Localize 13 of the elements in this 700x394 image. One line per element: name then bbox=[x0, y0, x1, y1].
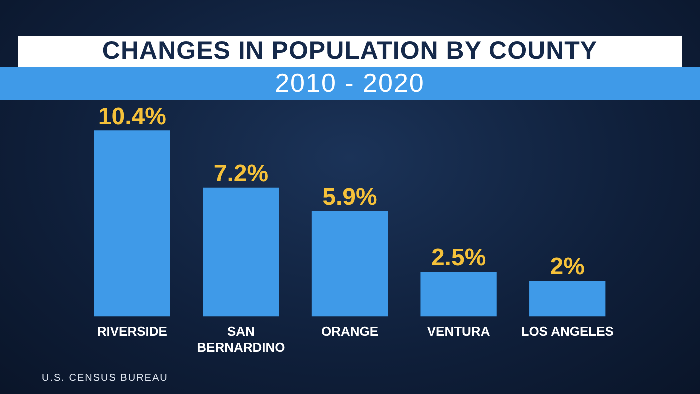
x-tick-label: LOS ANGELES bbox=[521, 324, 614, 340]
text: U.S. CENSUS BUREAU bbox=[42, 373, 168, 384]
x-tick-label: ORANGE bbox=[321, 324, 379, 340]
x-tick-label: RIVERSIDE bbox=[97, 324, 168, 340]
x-tick-label: SAN BERNARDINO bbox=[197, 324, 286, 355]
chart-title: CHANGES IN POPULATION BY COUNTY bbox=[18, 36, 682, 67]
data-label: 7.2% bbox=[214, 160, 269, 188]
data-label: 2.5% bbox=[431, 244, 486, 272]
chart-subtitle: 2010 - 2020 bbox=[0, 67, 700, 100]
data-label: 2% bbox=[550, 254, 585, 281]
data-label: 5.9% bbox=[322, 184, 378, 211]
data-label: 10.4% bbox=[98, 103, 166, 130]
x-tick-label: VENTURA bbox=[427, 324, 491, 340]
